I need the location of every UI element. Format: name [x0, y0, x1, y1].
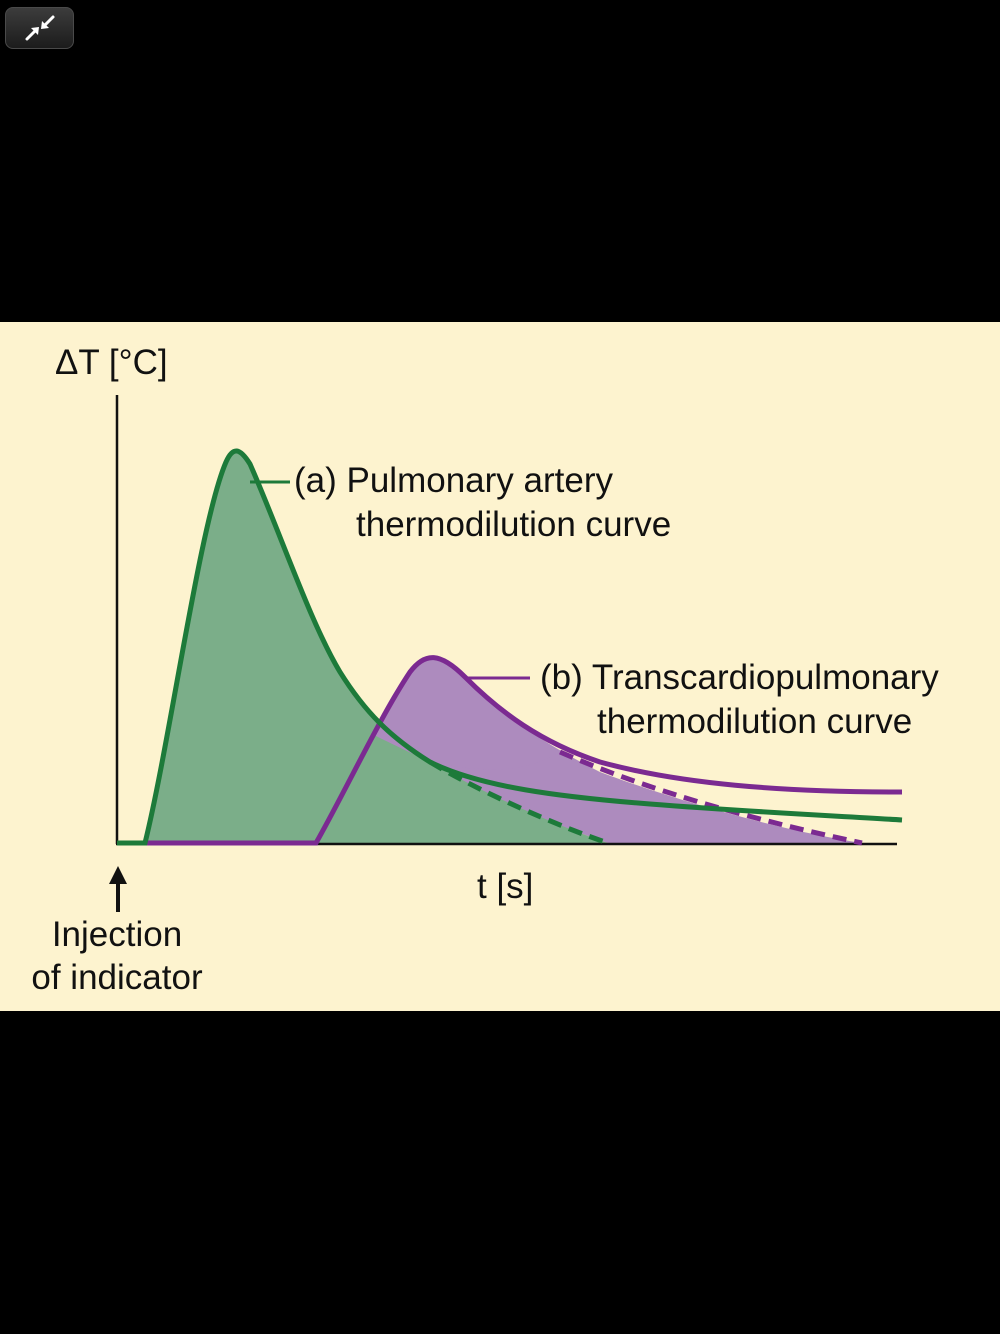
transcardio-over-pulmonary-area — [372, 657, 560, 770]
pulmonary-curve — [117, 448, 903, 846]
thermodilution-figure: ΔT [°C] t [s] (a) Pulmonary artery therm… — [0, 322, 1000, 1011]
annotation-b-line2: thermodilution curve — [597, 702, 912, 741]
annotation-b-line1: (b) Transcardiopulmonary — [540, 658, 939, 697]
transcardio-dashed-tail — [558, 749, 863, 846]
pulmonary-area — [145, 450, 608, 843]
x-axis-label: t [s] — [477, 867, 533, 906]
thermodilution-chart: ΔT [°C] t [s] (a) Pulmonary artery therm… — [0, 322, 1000, 1011]
figure-background — [0, 322, 1000, 1011]
exit-fullscreen-arrows-icon — [25, 15, 54, 41]
annotation-a-line1: (a) Pulmonary artery — [294, 461, 613, 500]
pulmonary-dashed-tail — [428, 759, 609, 846]
transcardio-curve — [117, 655, 903, 846]
up-arrow-icon — [109, 866, 127, 912]
injection-label-line1: Injection — [52, 915, 182, 954]
y-axis-label: ΔT [°C] — [55, 343, 168, 382]
exit-fullscreen-button[interactable] — [5, 7, 74, 49]
annotation-a-line2: thermodilution curve — [356, 505, 671, 544]
injection-label-line2: of indicator — [31, 958, 203, 997]
